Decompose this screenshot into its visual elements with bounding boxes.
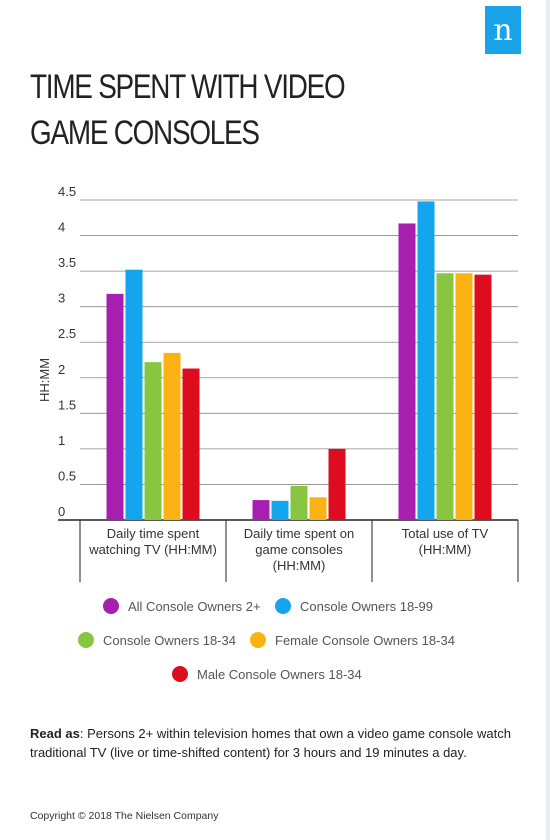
- y-tick-label: 0: [58, 504, 65, 519]
- x-tick-label: watching TV (HH:MM): [88, 542, 217, 557]
- y-tick-label: 3.5: [58, 255, 76, 270]
- bar-chart: 0 0.5 1 1.5 2 2.5 3 3.5 4 4.5 HH:MM Daily time spen…: [37, 184, 519, 582]
- x-tick-label: Total use of TV: [402, 526, 489, 541]
- y-axis-label: HH:MM: [37, 358, 52, 402]
- bar: [163, 352, 181, 520]
- nielsen-logo-letter: n: [493, 12, 513, 48]
- x-tick-label: game consoles: [255, 542, 343, 557]
- read-as-note: Read as: Persons 2+ within television ho…: [30, 724, 526, 762]
- legend-swatch: [275, 598, 291, 614]
- page-title: TIME SPENT WITH VIDEO GAME CONSOLES: [30, 68, 346, 152]
- legend-swatch: [78, 632, 94, 648]
- bar: [271, 500, 289, 520]
- y-tick-label: 1.5: [58, 397, 76, 412]
- bar: [328, 448, 346, 520]
- legend-item: Console Owners 18-99: [275, 598, 433, 614]
- bar: [436, 273, 454, 520]
- read-as-label: Read as: [30, 726, 80, 741]
- bar: [182, 368, 200, 520]
- bar: [309, 497, 327, 520]
- y-tick-label: 4: [58, 220, 65, 235]
- legend-item: All Console Owners 2+: [103, 598, 261, 614]
- copyright: Copyright © 2018 The Nielsen Company: [30, 810, 219, 822]
- bar: [398, 223, 416, 520]
- bar: [474, 274, 492, 520]
- y-tick-label: 0.5: [58, 468, 76, 483]
- y-tick-label: 4.5: [58, 184, 76, 199]
- legend-label: Console Owners 18-99: [300, 598, 433, 614]
- x-tick-label: (HH:MM): [419, 542, 472, 557]
- y-tick-label: 2.5: [58, 326, 76, 341]
- nielsen-logo: n: [485, 6, 521, 54]
- legend-label: Console Owners 18-34: [103, 632, 236, 648]
- legend-row: Console Owners 18-34 Female Console Owner…: [0, 632, 546, 662]
- legend-swatch: [172, 666, 188, 682]
- y-tick-label: 2: [58, 362, 65, 377]
- legend-label: Female Console Owners 18-34: [275, 632, 455, 648]
- bar: [106, 293, 124, 520]
- legend-label: All Console Owners 2+: [128, 598, 261, 614]
- legend-swatch: [103, 598, 119, 614]
- legend-item: Console Owners 18-34: [78, 632, 236, 648]
- bar: [417, 201, 435, 520]
- legend-swatch: [250, 632, 266, 648]
- bar: [125, 269, 143, 520]
- bar: [455, 273, 473, 520]
- legend-item: Female Console Owners 18-34: [250, 632, 455, 648]
- bar: [252, 500, 270, 520]
- legend-row: All Console Owners 2+ Console Owners 18-9…: [0, 598, 546, 628]
- y-tick-label: 3: [58, 291, 65, 306]
- bar: [144, 362, 162, 520]
- x-tick-label: Daily time spent: [107, 526, 200, 541]
- y-tick-label: 1: [58, 433, 65, 448]
- legend-label: Male Console Owners 18-34: [197, 666, 362, 682]
- bar: [290, 485, 308, 520]
- x-tick-label: (HH:MM): [273, 558, 326, 573]
- read-as-text: : Persons 2+ within television homes tha…: [30, 726, 511, 760]
- legend-row: Male Console Owners 18-34: [0, 666, 546, 696]
- x-tick-label: Daily time spent on: [244, 526, 355, 541]
- legend-item: Male Console Owners 18-34: [172, 666, 362, 682]
